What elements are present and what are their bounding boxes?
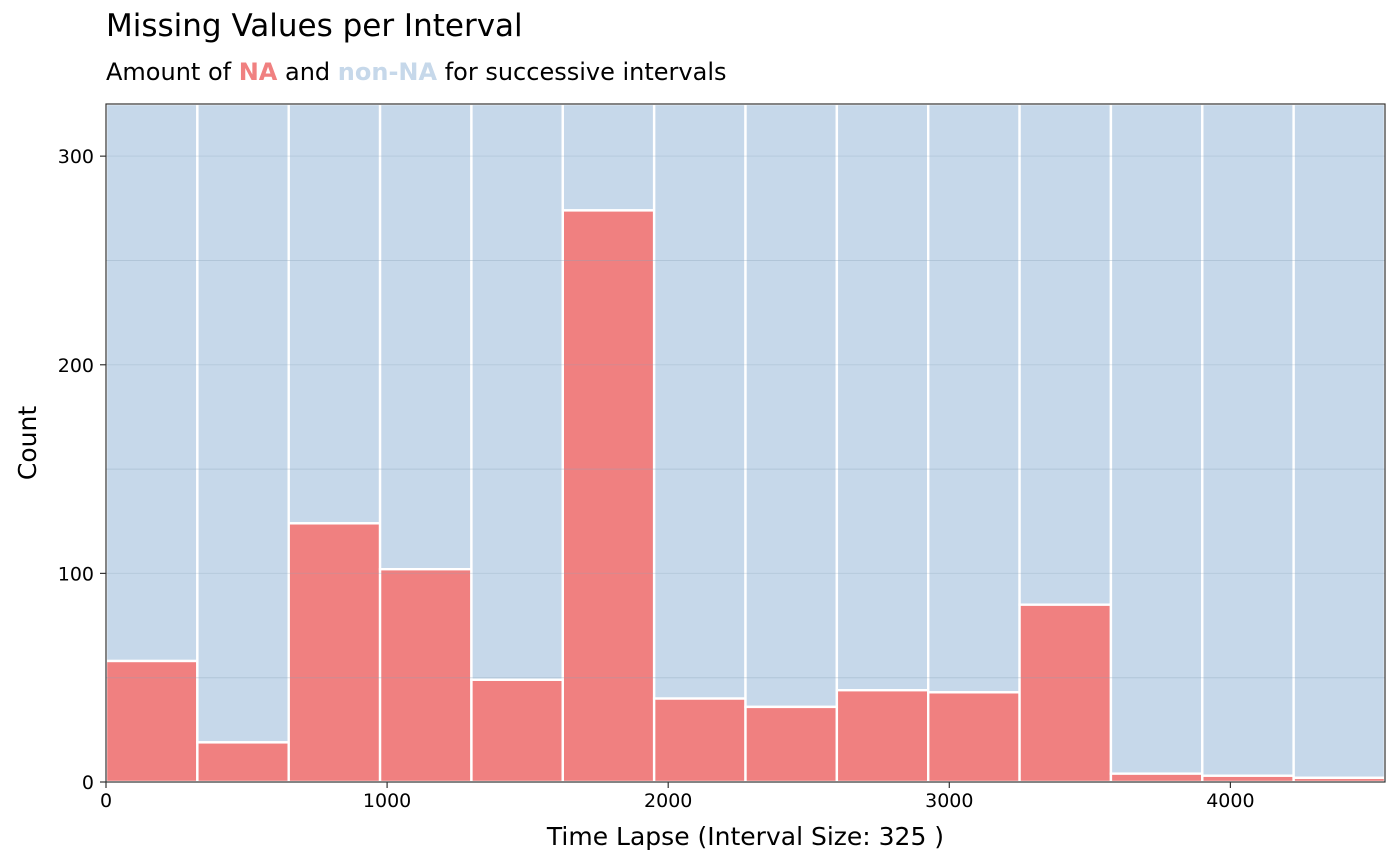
bar-non-na-1: [196, 102, 290, 744]
plot-border: [105, 103, 1386, 783]
y-tick-label: 0: [82, 772, 94, 794]
bar-non-na-2: [287, 102, 382, 525]
x-tick-label: 1000: [363, 790, 411, 812]
bar-non-na-3: [378, 102, 473, 571]
subtitle-non-na-label: non-NA: [337, 58, 438, 86]
subtitle-suffix: for successive intervals: [437, 58, 727, 86]
chart-subtitle: Amount of NA and non-NA for successive i…: [106, 58, 726, 86]
subtitle-middle: and: [277, 58, 338, 86]
bar-non-na-12: [1201, 102, 1295, 777]
y-tick-label: 300: [58, 146, 94, 168]
bar-non-na-13: [1292, 102, 1387, 780]
bar-na-7: [744, 705, 839, 784]
ticks-layer: 0 1000 2000 3000 4000 0 100 200 300: [58, 146, 1255, 812]
x-tick-label: 0: [100, 790, 112, 812]
bar-non-na-4: [470, 102, 564, 681]
bar-na-3: [378, 568, 473, 784]
bar-na-6: [652, 697, 747, 784]
chart-title: Missing Values per Interval: [106, 8, 523, 44]
bars-layer: [104, 102, 1387, 784]
x-tick-label: 3000: [925, 790, 973, 812]
subtitle-prefix: Amount of: [106, 58, 239, 86]
bar-na-9: [927, 691, 1021, 784]
bar-non-na-5: [561, 102, 656, 212]
bar-na-11: [1109, 772, 1204, 784]
y-axis-title: Count: [13, 406, 42, 480]
bar-na-8: [835, 689, 930, 784]
y-tick-label: 200: [58, 355, 94, 377]
bar-non-na-0: [104, 102, 199, 663]
bar-non-na-8: [835, 102, 930, 692]
bar-non-na-10: [1018, 102, 1113, 606]
bar-na-5: [561, 209, 656, 784]
y-tick-label: 100: [58, 563, 94, 585]
bar-non-na-6: [652, 102, 747, 700]
bar-non-na-11: [1109, 102, 1204, 775]
bar-na-12: [1201, 774, 1295, 784]
bar-non-na-7: [744, 102, 839, 709]
bar-na-1: [196, 741, 290, 784]
bar-non-na-9: [927, 102, 1021, 694]
x-axis-title: Time Lapse (Interval Size: 325 ): [546, 822, 944, 851]
bar-na-4: [470, 678, 564, 784]
subtitle-na-label: NA: [238, 58, 278, 86]
bar-na-10: [1018, 603, 1113, 784]
x-tick-label: 2000: [644, 790, 692, 812]
bar-na-2: [287, 522, 382, 784]
x-tick-label: 4000: [1206, 790, 1254, 812]
bar-na-13: [1292, 776, 1387, 784]
bar-na-0: [104, 659, 199, 784]
